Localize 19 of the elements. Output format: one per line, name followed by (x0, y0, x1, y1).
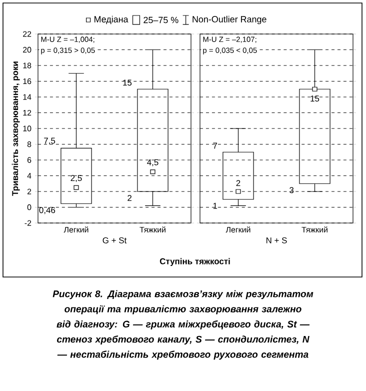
annotation: 4,5 (147, 159, 158, 166)
y-axis-title: Тривалість захворювання, роки (12, 62, 20, 196)
text: 25–75 % (144, 16, 178, 24)
annotation: 15 (310, 96, 320, 102)
text: Non-Outlier Range (192, 16, 266, 24)
annotation: 0,46 (39, 207, 56, 214)
x-axis-title: G + St (102, 237, 127, 244)
annotation: 2,5 (70, 175, 82, 182)
annotation: 7 (213, 142, 218, 149)
annotation: 7,5 (44, 138, 56, 145)
text: Ступінь тяжкості (160, 258, 230, 266)
annotation: 15 (123, 80, 132, 86)
annotation: 1 (213, 202, 218, 209)
x-axis-title: N + S (266, 237, 287, 244)
annotation: 2 (128, 195, 132, 201)
annotation: 3 (290, 187, 294, 194)
annotation: 2 (236, 180, 240, 186)
text: Медіана (94, 16, 128, 24)
text: Рисунок 8. Діаграма взаємозв’язку між результатом операції та тривалістю захворювання залежно від діагнозу: G — грижа міжхребцевого диска, St — стеноз хребтового каналу, S — спондилолістез, N — нестабільність хребтового рухового сегмента (52, 290, 314, 360)
